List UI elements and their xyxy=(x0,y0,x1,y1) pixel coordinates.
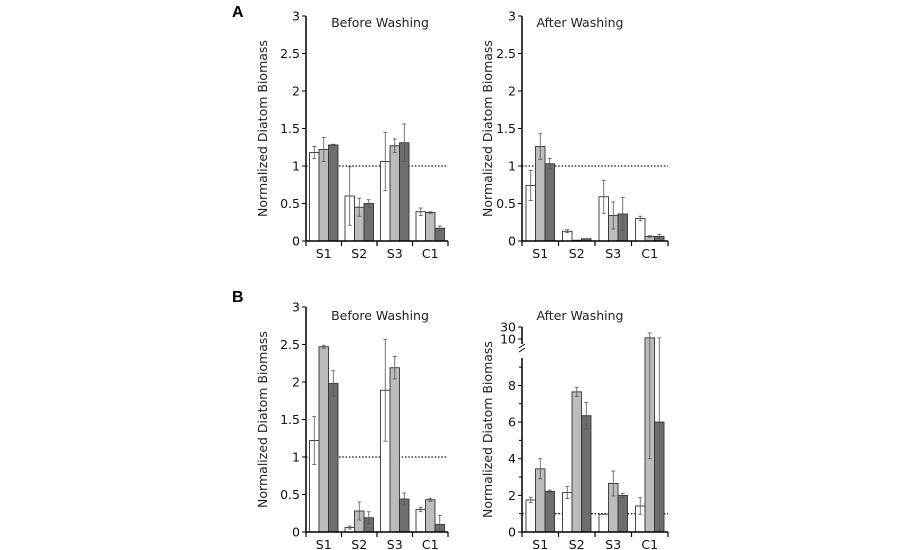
bar-c1-series-1 xyxy=(635,218,646,242)
x-tick-label: S3 xyxy=(387,246,403,261)
y-tick-label: 2 xyxy=(292,375,300,390)
bar-c1-series-2 xyxy=(425,212,436,242)
y-axis-label: Normalized Diatom Biomass xyxy=(480,341,495,518)
x-tick-label: C1 xyxy=(422,537,439,550)
panel-label-b: B xyxy=(232,289,244,306)
y-tick-label: 1.5 xyxy=(496,121,516,136)
x-tick-label: S2 xyxy=(351,537,367,550)
bar-s1-series-2 xyxy=(535,146,546,242)
y-axis-label: Normalized Diatom Biomass xyxy=(480,40,495,217)
bar-s1-series-1 xyxy=(525,499,536,533)
bar-s3-series-1 xyxy=(598,513,609,533)
chart-A-before: Before Washing Normalized Diatom Biomass 0… xyxy=(255,9,449,261)
y-tick-label: 3 xyxy=(292,300,300,315)
y-tick-label: 0 xyxy=(292,525,300,540)
bar-s1-series-3 xyxy=(328,383,339,533)
x-tick-label: S1 xyxy=(316,537,332,550)
y-axis-label: Normalized Diatom Biomass xyxy=(255,40,270,217)
chart-A-after: After Washing Normalized Diatom Biomass 0 0… xyxy=(480,9,669,261)
axis-break-mark xyxy=(518,343,526,353)
x-tick-label: S2 xyxy=(569,537,585,550)
panel-label-a: A xyxy=(232,4,244,21)
y-tick-label: 1 xyxy=(508,159,516,174)
x-tick-label: C1 xyxy=(641,246,658,261)
bar-s1-series-2 xyxy=(318,346,329,533)
bar-s1-series-3 xyxy=(328,144,339,242)
y-tick-label: 2.5 xyxy=(496,46,516,61)
bar-s1-series-3 xyxy=(544,163,555,242)
x-tick-label: C1 xyxy=(641,537,658,550)
y-tick-label: 3 xyxy=(292,9,300,24)
bar-s1-series-2 xyxy=(318,149,329,242)
bar-c1-series-1 xyxy=(415,211,426,242)
bar-s3-series-3 xyxy=(617,494,628,533)
x-tick-label: S2 xyxy=(351,246,367,261)
chart-title: After Washing xyxy=(537,15,624,30)
y-tick-label: 0 xyxy=(292,234,300,249)
y-tick-label: 2.5 xyxy=(280,337,300,352)
y-tick-label: 0.5 xyxy=(496,196,516,211)
x-tick-label: S3 xyxy=(605,246,621,261)
chart-B-after: After Washing Normalized Diatom Biomass 0 2… xyxy=(480,308,669,550)
x-tick-label: S1 xyxy=(532,537,548,550)
x-tick-label: S1 xyxy=(532,246,548,261)
x-tick-label: S1 xyxy=(316,246,332,261)
x-tick-label: S3 xyxy=(605,537,621,550)
y-tick-label: 2.5 xyxy=(280,46,300,61)
y-axis-label: Normalized Diatom Biomass xyxy=(255,331,270,508)
bar-s3-series-2 xyxy=(389,145,400,242)
y-tick-label: 30 xyxy=(500,320,516,335)
bar-s2-series-2 xyxy=(571,391,582,533)
y-tick-label: 1 xyxy=(292,159,300,174)
y-tick-label: 0 xyxy=(508,525,516,540)
bar-s2-series-3 xyxy=(363,203,374,242)
y-tick-label: 3 xyxy=(508,9,516,24)
chart-B-before: Before Washing Normalized Diatom Biomass 0… xyxy=(255,300,449,550)
y-tick-label: 6 xyxy=(508,415,516,430)
y-tick-label: 2 xyxy=(508,84,516,99)
bar-s1-series-1 xyxy=(309,152,320,242)
y-tick-label: 0.5 xyxy=(280,487,300,502)
chart-title: Before Washing xyxy=(331,308,429,323)
bar-s1-series-3 xyxy=(544,490,555,533)
y-tick-label: 1.5 xyxy=(280,412,300,427)
y-tick-label: 8 xyxy=(508,378,516,393)
x-tick-label: S2 xyxy=(569,246,585,261)
y-tick-label: 0.5 xyxy=(280,196,300,211)
x-tick-label: C1 xyxy=(422,246,439,261)
chart-title: After Washing xyxy=(537,308,624,323)
y-tick-label: 1.5 xyxy=(280,121,300,136)
bar-c1-series-2 xyxy=(425,499,436,533)
chart-title: Before Washing xyxy=(331,15,429,30)
y-tick-label: 4 xyxy=(508,451,516,466)
bar-c1-series-1 xyxy=(415,509,426,533)
y-tick-label: 0 xyxy=(508,234,516,249)
bar-s3-series-2 xyxy=(389,367,400,533)
x-tick-label: S3 xyxy=(387,537,403,550)
y-tick-label: 10 xyxy=(500,332,516,347)
y-tick-label: 1 xyxy=(292,450,300,465)
y-tick-label: 2 xyxy=(292,84,300,99)
y-tick-label: 2 xyxy=(508,488,516,503)
bar-s2-series-3 xyxy=(581,415,592,533)
